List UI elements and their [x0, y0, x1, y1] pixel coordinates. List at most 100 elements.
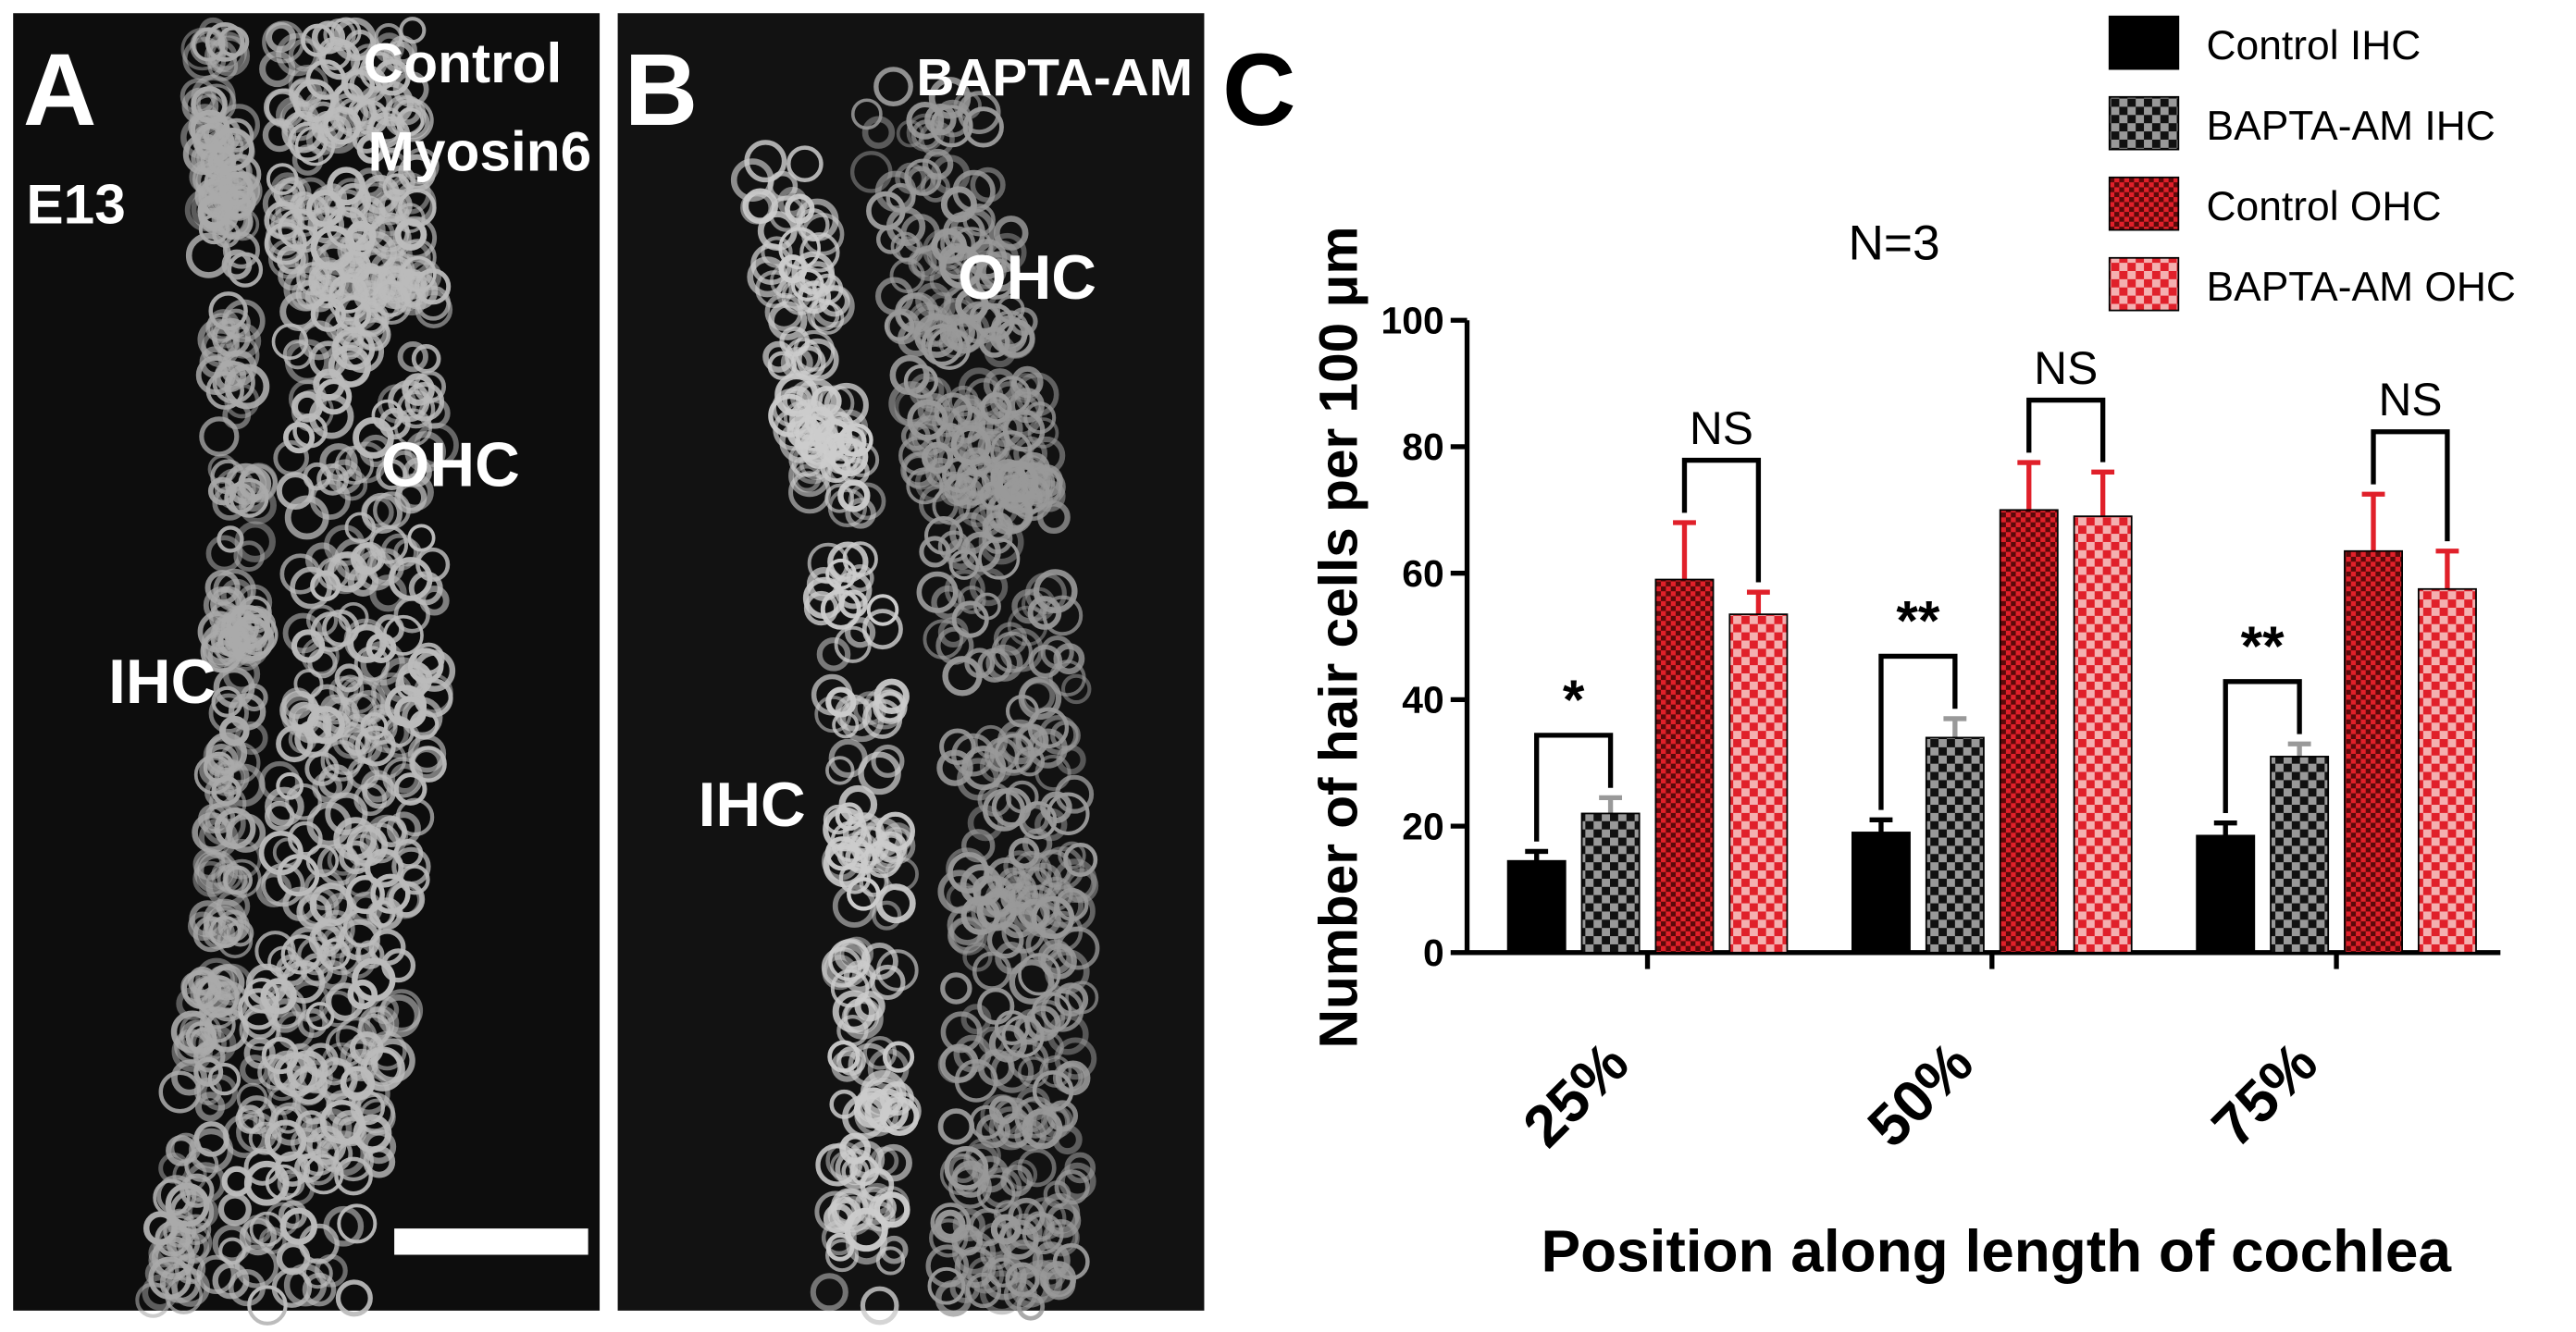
cell: [248, 1121, 282, 1155]
cell: [390, 763, 420, 794]
cell: [822, 955, 858, 991]
cell: [947, 905, 988, 945]
cell: [970, 166, 1006, 204]
cell: [841, 1157, 870, 1186]
cell: [397, 340, 428, 373]
cell: [208, 693, 249, 734]
cell: [835, 802, 864, 832]
cell: [867, 1048, 910, 1090]
cell: [824, 483, 855, 513]
cell: [305, 124, 338, 156]
cell: [999, 901, 1037, 939]
significance-bracket: [2026, 397, 2106, 462]
significance-label: *: [1563, 668, 1585, 731]
cell: [943, 282, 988, 327]
cell: [935, 1209, 966, 1240]
cell: [997, 1112, 1034, 1149]
cell: [965, 1272, 1002, 1309]
cell: [825, 558, 857, 590]
cell: [393, 408, 433, 447]
cell: [255, 871, 292, 907]
cell: [859, 867, 889, 897]
cell: [361, 770, 394, 803]
cell: [190, 1025, 227, 1062]
cell: [309, 882, 353, 927]
cell: [845, 498, 876, 529]
y-tick-label: 100: [1381, 299, 1444, 341]
cell: [1001, 909, 1046, 954]
cell: [981, 1167, 1022, 1208]
legend-label: BAPTA-AM IHC: [2207, 104, 2496, 149]
cell-texture: [135, 17, 1100, 1326]
cell: [928, 77, 972, 119]
cell: [200, 630, 243, 673]
cell: [940, 226, 976, 262]
cell: [135, 1282, 171, 1318]
cell: [321, 609, 360, 648]
cell: [415, 547, 451, 582]
cell: [858, 751, 901, 796]
cell: [927, 1266, 966, 1305]
cell: [194, 1092, 226, 1122]
cell: [317, 959, 348, 991]
cell: [399, 17, 427, 44]
cell: [888, 381, 934, 426]
cell: [854, 991, 886, 1022]
cell: [334, 1156, 373, 1196]
cell: [323, 552, 365, 595]
cell: [757, 211, 798, 252]
cell: [1052, 1124, 1083, 1155]
cell: [182, 37, 227, 81]
cell: [187, 911, 217, 942]
cell: [278, 176, 312, 210]
cell: [328, 344, 372, 388]
cell: [799, 232, 840, 273]
annotation: N=3: [1848, 216, 1939, 271]
cell: [353, 279, 386, 313]
cell: [979, 1270, 1024, 1315]
cell: [988, 1024, 1027, 1063]
cell: [979, 251, 1021, 292]
cell: [228, 693, 266, 731]
cell: [193, 1077, 222, 1105]
cell: [343, 618, 388, 662]
cell: [366, 900, 395, 929]
cell: [249, 1211, 285, 1247]
cell: [288, 38, 322, 72]
cell: [1014, 372, 1059, 417]
cell: [834, 1196, 874, 1236]
cell: [871, 744, 905, 778]
cell: [874, 170, 917, 213]
cell: [197, 318, 241, 361]
cell: [873, 67, 913, 106]
cell: [819, 285, 850, 317]
bar: [2270, 756, 2330, 954]
cell: [319, 990, 356, 1028]
cell: [1053, 643, 1085, 675]
legend-label: BAPTA-AM OHC: [2207, 265, 2516, 310]
cell: [1023, 401, 1057, 435]
cell: [872, 900, 902, 931]
cell: [319, 236, 359, 276]
cell: [207, 50, 239, 81]
cell: [931, 586, 966, 620]
significance-label: NS: [1690, 402, 1753, 454]
cell: [315, 1057, 358, 1101]
cell: [265, 1119, 307, 1162]
cell: [1043, 1267, 1076, 1301]
x-axis-label: Position along length of cochlea: [1541, 1217, 2451, 1284]
cell: [1060, 673, 1092, 705]
cell: [832, 990, 875, 1033]
cell: [844, 617, 876, 648]
cell: [960, 433, 1001, 475]
cell: [803, 590, 839, 626]
cell: [1059, 1162, 1096, 1201]
cell: [283, 1264, 328, 1307]
cell: [228, 1269, 266, 1307]
cell: [404, 381, 445, 422]
cell: [936, 749, 973, 786]
cell: [208, 35, 251, 77]
cell: [874, 1143, 912, 1182]
cell: [158, 1070, 202, 1114]
x-tick-label: 50%: [1854, 1029, 1985, 1159]
